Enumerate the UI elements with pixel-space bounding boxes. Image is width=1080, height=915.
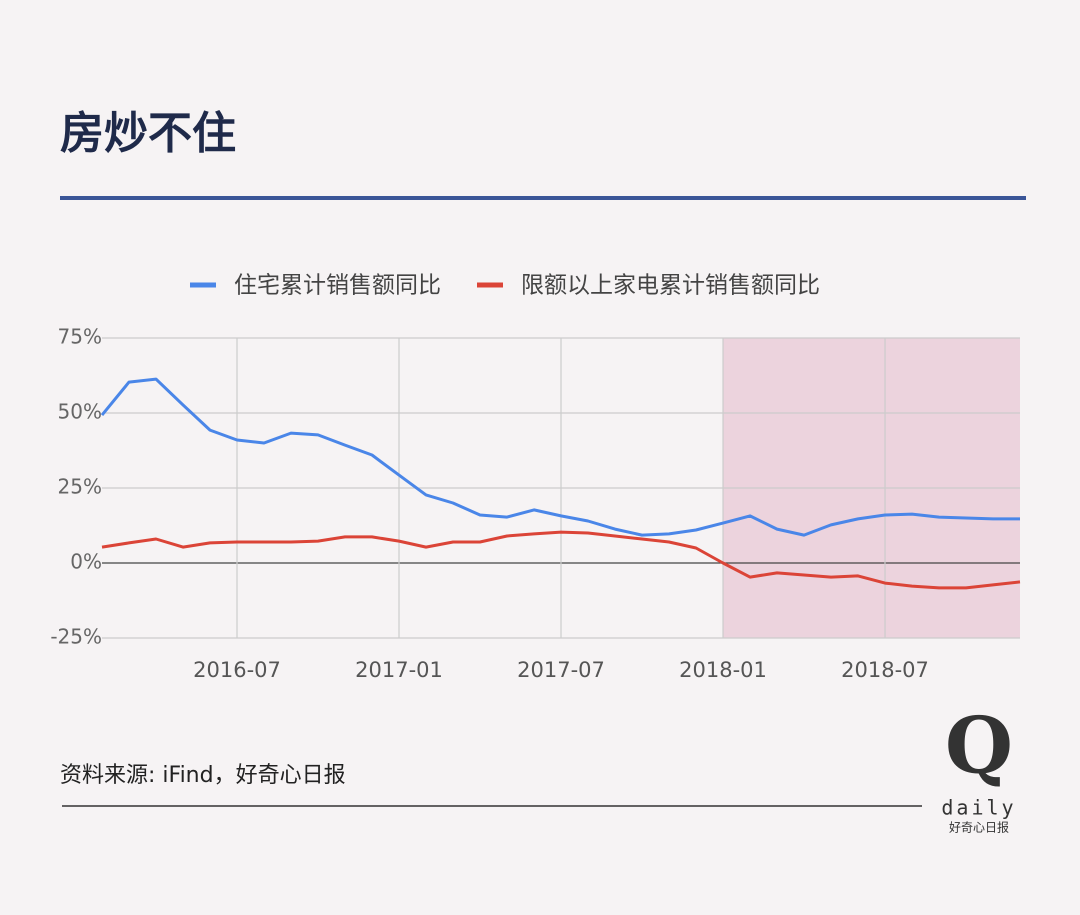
legend-label: 限额以上家电累计销售额同比 <box>521 273 820 299</box>
series-line <box>100 377 1020 537</box>
chart-title: 房炒不住 <box>60 108 236 159</box>
y-tick-label: 0% <box>70 550 102 574</box>
x-tick-label: 2018-01 <box>679 658 767 682</box>
x-tick-label: 2017-01 <box>355 658 443 682</box>
x-tick-label: 2016-07 <box>193 658 281 682</box>
y-tick-label: 75% <box>58 325 102 349</box>
x-tick-label: 2017-07 <box>517 658 605 682</box>
title-rule <box>60 196 1026 200</box>
source: 资料来源: iFind，好奇心日报 <box>60 763 346 788</box>
y-tick-label: 50% <box>58 400 102 424</box>
plot: -25% 0% 25% 50% 75% 2016-07 2017-01 2017-07 2018… <box>50 273 1021 682</box>
series-line <box>101 530 1021 590</box>
logo-mark: Q <box>945 701 1013 792</box>
y-tick-label: -25% <box>50 625 102 649</box>
logo-word: daily <box>941 796 1016 820</box>
logo-name: 好奇心日报 <box>949 820 1009 835</box>
legend-label: 住宅累计销售额同比 <box>234 273 441 299</box>
x-tick-label: 2018-07 <box>841 658 929 682</box>
y-tick-label: 25% <box>58 475 102 499</box>
